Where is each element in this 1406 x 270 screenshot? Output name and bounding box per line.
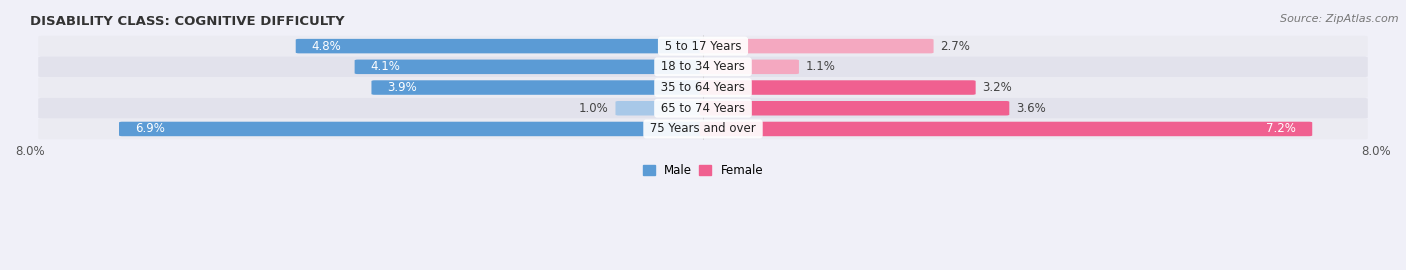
FancyBboxPatch shape	[38, 119, 1368, 139]
Text: 3.6%: 3.6%	[1017, 102, 1046, 115]
Text: 18 to 34 Years: 18 to 34 Years	[657, 60, 749, 73]
FancyBboxPatch shape	[700, 60, 799, 74]
Text: 5 to 17 Years: 5 to 17 Years	[661, 40, 745, 53]
FancyBboxPatch shape	[38, 36, 1368, 56]
Text: 1.0%: 1.0%	[579, 102, 609, 115]
Legend: Male, Female: Male, Female	[638, 160, 768, 182]
FancyBboxPatch shape	[38, 77, 1368, 98]
Text: 75 Years and over: 75 Years and over	[647, 123, 759, 136]
FancyBboxPatch shape	[295, 39, 706, 53]
FancyBboxPatch shape	[371, 80, 706, 95]
FancyBboxPatch shape	[700, 80, 976, 95]
Text: 6.9%: 6.9%	[135, 123, 165, 136]
Text: 35 to 64 Years: 35 to 64 Years	[657, 81, 749, 94]
Text: 65 to 74 Years: 65 to 74 Years	[657, 102, 749, 115]
Text: 7.2%: 7.2%	[1267, 123, 1296, 136]
Text: 3.2%: 3.2%	[983, 81, 1012, 94]
Text: 1.1%: 1.1%	[806, 60, 835, 73]
FancyBboxPatch shape	[38, 56, 1368, 77]
FancyBboxPatch shape	[700, 101, 1010, 116]
FancyBboxPatch shape	[38, 98, 1368, 119]
Text: 4.1%: 4.1%	[371, 60, 401, 73]
FancyBboxPatch shape	[616, 101, 706, 116]
FancyBboxPatch shape	[700, 39, 934, 53]
Text: Source: ZipAtlas.com: Source: ZipAtlas.com	[1281, 14, 1399, 23]
Text: 4.8%: 4.8%	[312, 40, 342, 53]
Text: 2.7%: 2.7%	[941, 40, 970, 53]
FancyBboxPatch shape	[120, 122, 706, 136]
Text: 3.9%: 3.9%	[388, 81, 418, 94]
FancyBboxPatch shape	[354, 60, 706, 74]
FancyBboxPatch shape	[700, 122, 1312, 136]
Text: DISABILITY CLASS: COGNITIVE DIFFICULTY: DISABILITY CLASS: COGNITIVE DIFFICULTY	[30, 15, 344, 28]
